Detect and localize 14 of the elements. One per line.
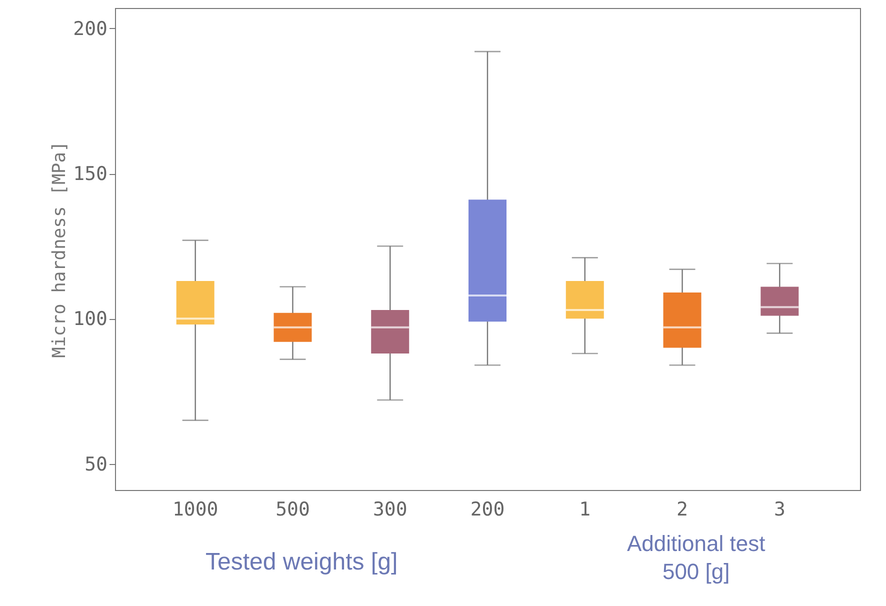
y-tick-label: 200 (73, 18, 108, 40)
x-axis-title: Tested weights [g] (206, 548, 398, 576)
x-tick-label: 1000 (172, 498, 218, 520)
text: Additional test 500 [g] (627, 531, 766, 584)
y-tick-label: 100 (73, 308, 108, 330)
y-tick-label: 150 (73, 163, 108, 186)
y-tick-label: 50 (84, 453, 108, 476)
x-tick-label: 300 (372, 498, 408, 520)
y-axis-title: Micro hardness [MPa] (49, 141, 70, 358)
x-tick-label: 2 (676, 498, 688, 520)
x-tick-label: 200 (470, 498, 505, 520)
x-tick-label: 3 (774, 498, 786, 520)
x-tick-label: 1 (579, 498, 591, 520)
x-tick-label: 500 (276, 498, 310, 520)
